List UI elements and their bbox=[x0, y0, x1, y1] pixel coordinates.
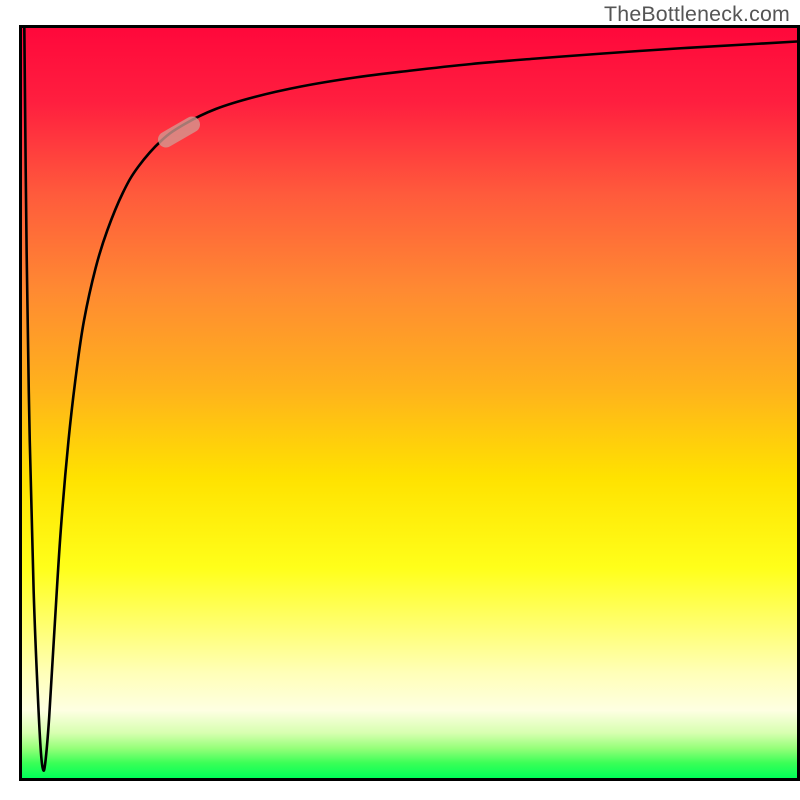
attribution-text: TheBottleneck.com bbox=[604, 2, 790, 27]
axes-frame bbox=[19, 25, 800, 781]
chart-stage: TheBottleneck.com bbox=[0, 0, 800, 800]
